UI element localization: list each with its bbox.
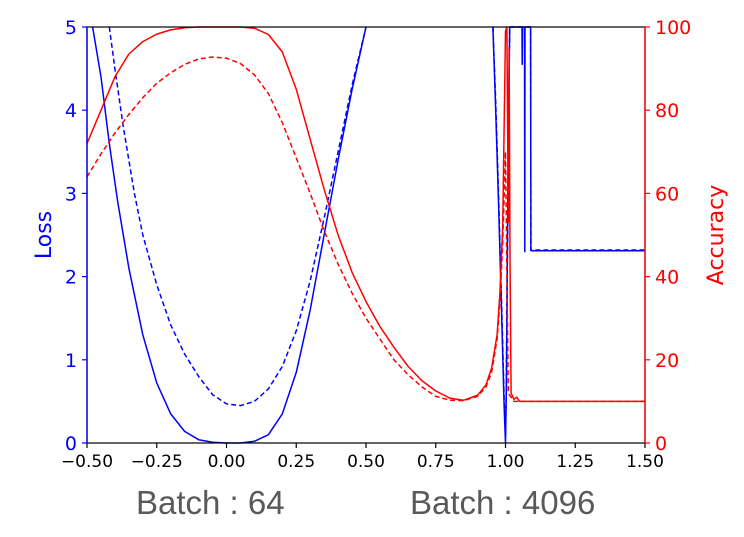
series-line-2: [492, 26, 645, 444]
series-line-1: [108, 26, 367, 407]
right-tick-label: 0: [655, 433, 667, 455]
right-tick-label: 60: [655, 183, 679, 205]
x-tick-label: 0.00: [208, 452, 246, 472]
series-line-4: [87, 26, 645, 403]
left-tick-label: 0: [65, 433, 77, 455]
left-tick-label: 4: [65, 100, 77, 122]
caption-batch-4096: Batch : 4096: [410, 484, 596, 521]
right-axis: 0 20 40 60 80 100: [644, 17, 691, 455]
right-tick-label: 80: [655, 100, 679, 122]
series-layer: [87, 26, 645, 444]
x-tick-label: 0.25: [277, 452, 315, 472]
right-tick-label: 20: [655, 350, 679, 372]
caption-batch-64: Batch : 64: [136, 484, 285, 521]
series-line-5: [87, 56, 645, 403]
x-axis: −0.50 −0.25 0.00 0.25 0.50 0.75 1.00 1.25 1.50: [61, 443, 664, 472]
x-tick-label: −0.50: [61, 452, 113, 472]
x-tick-label: 1.25: [556, 452, 594, 472]
left-tick-label: 1: [65, 350, 77, 372]
x-tick-label: 1.00: [487, 452, 525, 472]
series-line-0: [91, 26, 367, 444]
left-tick-label: 2: [65, 267, 77, 289]
left-tick-label: 5: [65, 17, 77, 39]
x-tick-label: 1.50: [626, 452, 664, 472]
right-tick-label: 40: [655, 267, 679, 289]
left-axis-label: Loss: [32, 211, 57, 259]
left-axis: 0 1 2 3 4 5: [65, 17, 88, 455]
x-tick-label: 0.75: [417, 452, 455, 472]
x-tick-label: −0.25: [131, 452, 183, 472]
right-axis-label: Accuracy: [704, 185, 729, 285]
x-tick-label: 0.50: [347, 452, 385, 472]
left-tick-label: 3: [65, 183, 77, 205]
right-tick-label: 100: [655, 17, 691, 39]
series-line-3: [492, 26, 645, 436]
plot-frame: [86, 26, 646, 444]
